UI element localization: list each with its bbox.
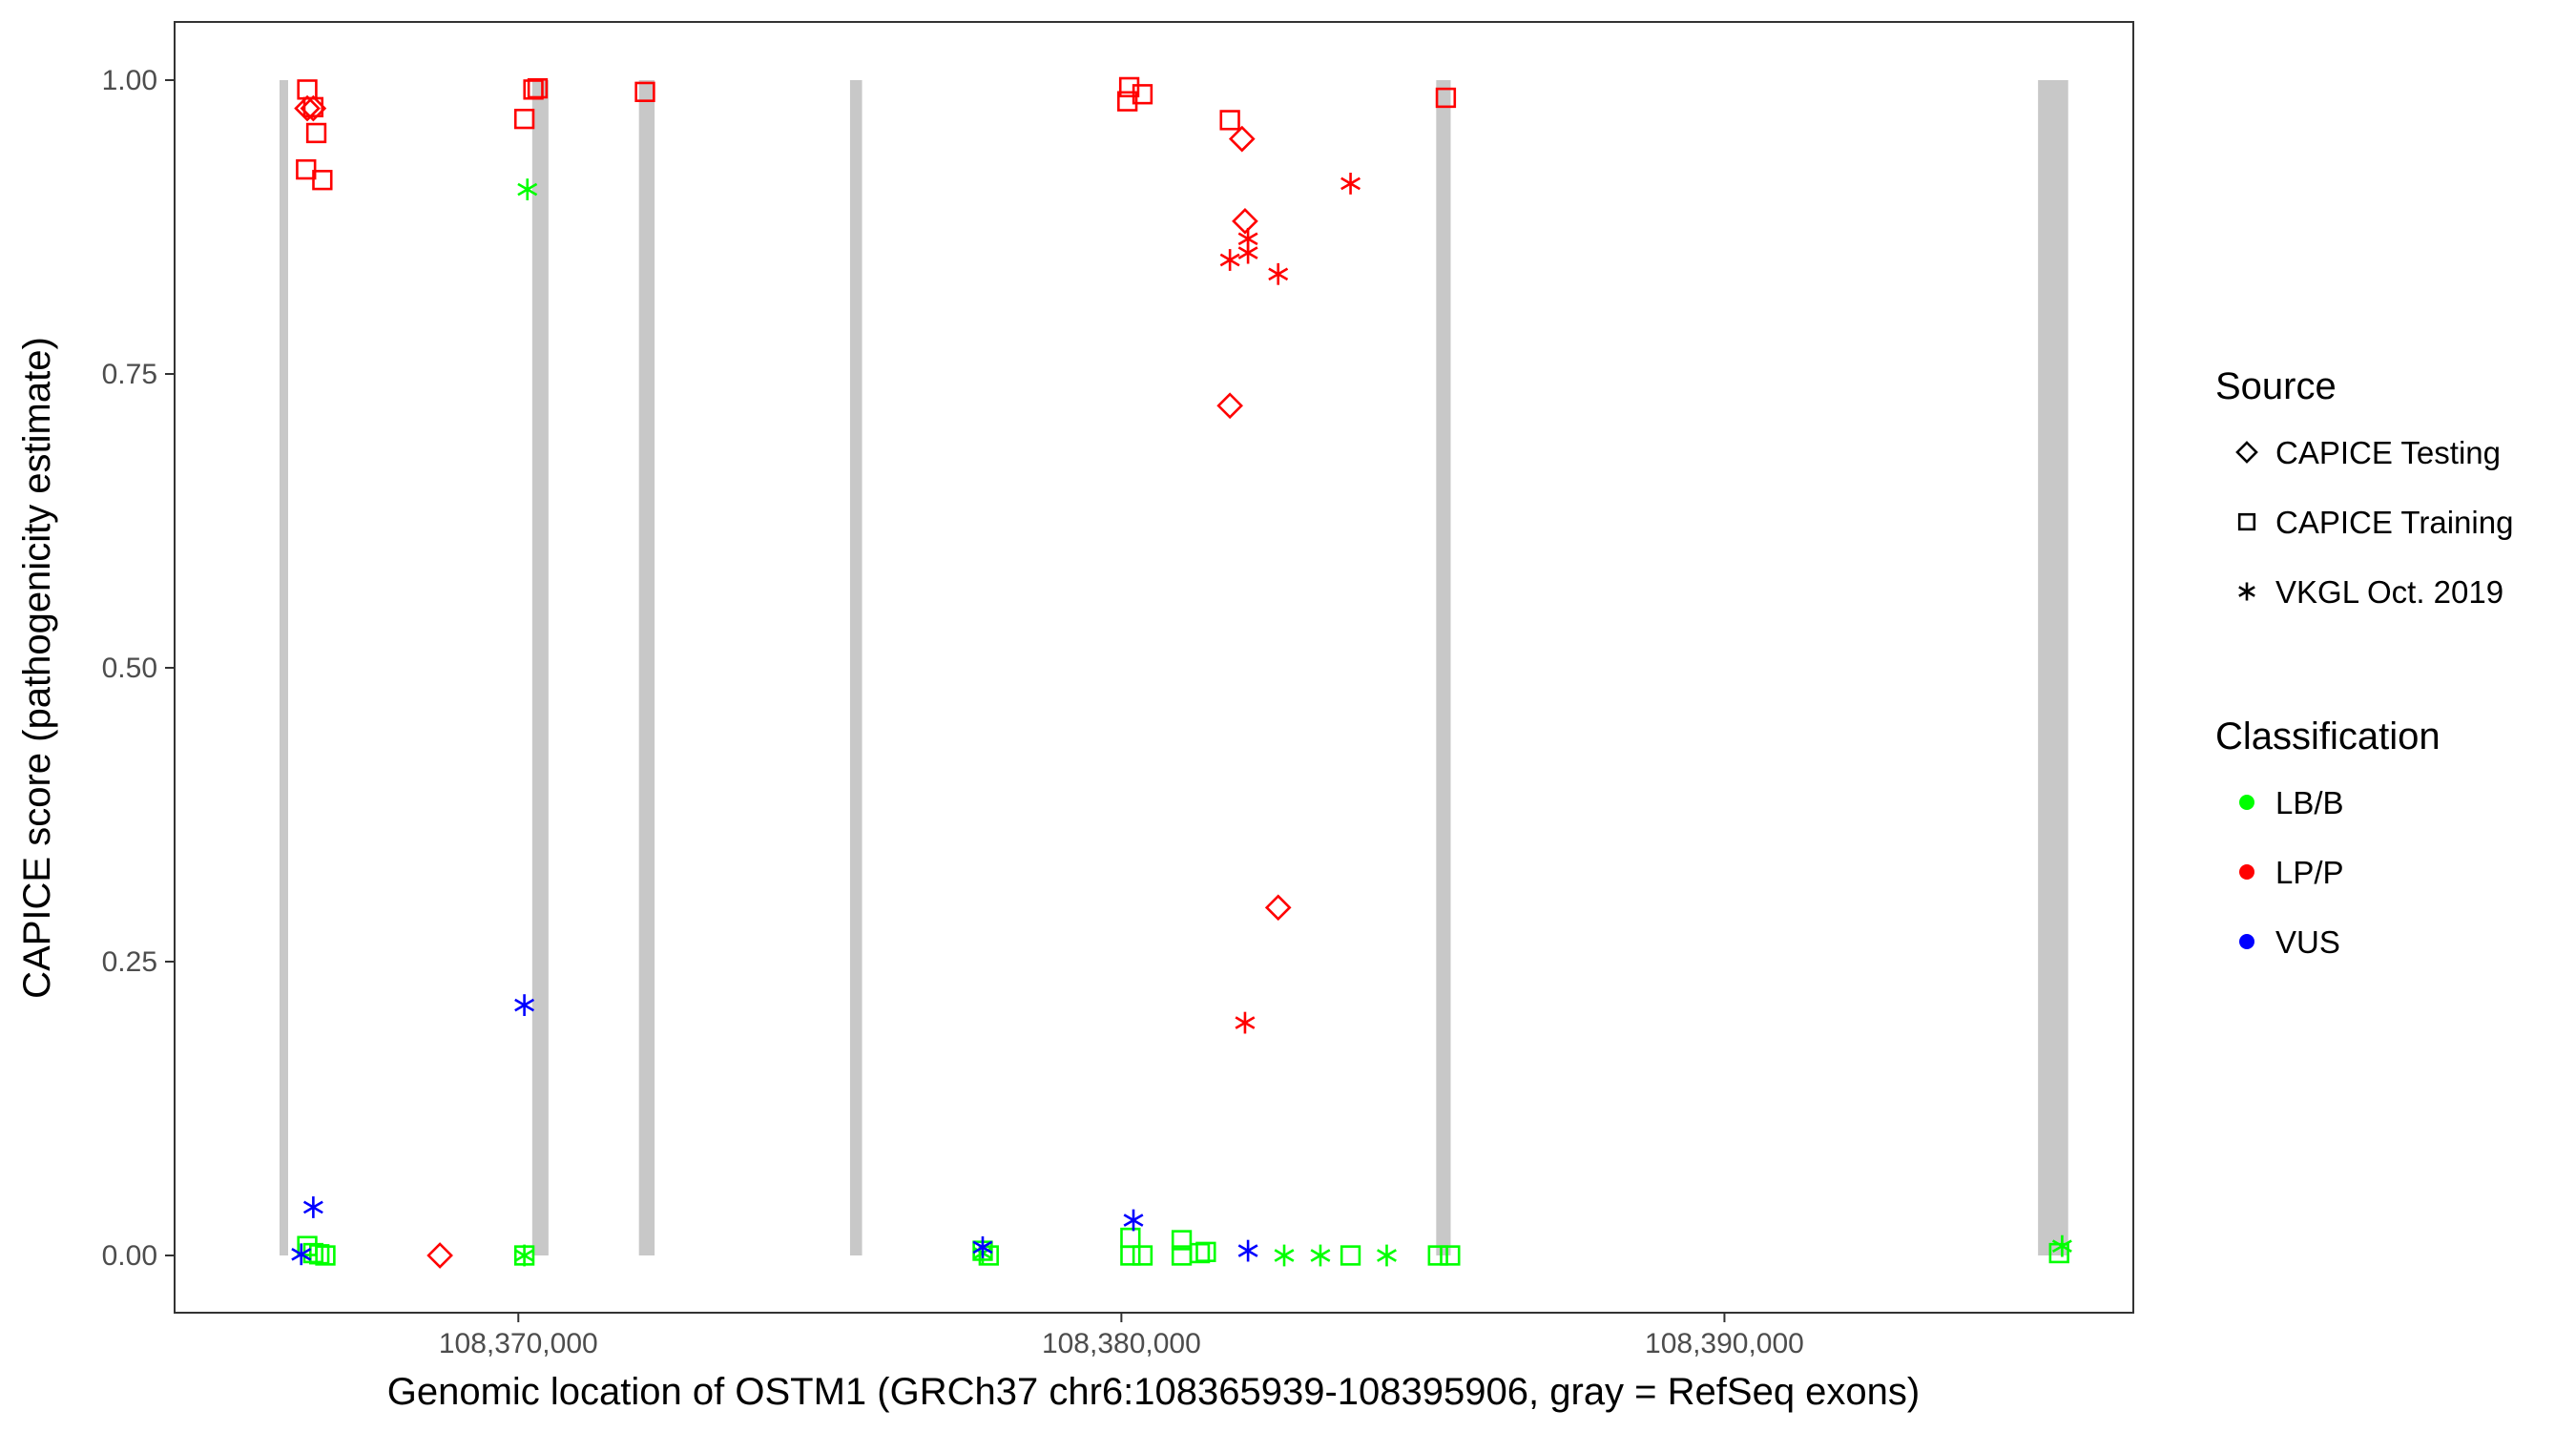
data-point-square-marker (1189, 1242, 1211, 1264)
x-axis-title: Genomic location of OSTM1 (GRCh37 chr6:1… (387, 1371, 1920, 1413)
legend-key-dot (2239, 795, 2254, 810)
data-point-asterisk-marker (302, 1196, 323, 1218)
data-point-square-marker (513, 108, 535, 130)
data-point-square-marker (305, 122, 327, 144)
data-point-diamond-marker (426, 1242, 453, 1269)
data-point-asterisk-marker (291, 1243, 312, 1266)
data-point-square-marker (527, 77, 549, 99)
exon-bar (1436, 80, 1451, 1255)
data-point-diamond-marker (1264, 894, 1292, 922)
data-point-asterisk-marker (1235, 1011, 1256, 1034)
data-point-square-marker (312, 170, 333, 191)
data-point-square-marker (1427, 1245, 1448, 1266)
data-point-square-marker (1219, 110, 1240, 131)
legend-label: LP/P (2275, 855, 2344, 890)
data-point-square-marker (296, 158, 317, 180)
legend-title: Classification (2215, 716, 2441, 757)
data-point-diamond-marker (1232, 208, 1258, 235)
legend-key-asterisk (2238, 582, 2255, 601)
data-point-asterisk-marker (1219, 249, 1240, 271)
data-point-square-marker (1132, 84, 1153, 105)
data-point-diamond-marker (1228, 125, 1256, 153)
data-point-asterisk-marker (1123, 1209, 1144, 1232)
legend-key-square (2237, 512, 2256, 531)
data-point-asterisk-marker (1268, 262, 1289, 285)
data-point-asterisk-marker (1274, 1244, 1295, 1267)
data-point-asterisk-marker (1377, 1244, 1397, 1267)
y-tick-label: 1.00 (102, 65, 157, 96)
legend-label: CAPICE Training (2275, 505, 2513, 540)
data-point-square-marker (1195, 1241, 1216, 1262)
legend-title: Source (2215, 365, 2337, 407)
data-point-square-marker (1117, 91, 1138, 112)
data-point-asterisk-marker (517, 178, 538, 200)
data-point-asterisk-marker (514, 1244, 535, 1267)
data-point-square-marker (634, 81, 655, 102)
x-axis: 108,370,000 108,380,000 108,390,000 (439, 1313, 1804, 1359)
x-tick-label: 108,390,000 (1645, 1328, 1804, 1359)
data-point-diamond-marker (294, 94, 321, 122)
exons-layer (279, 80, 2068, 1255)
y-axis: 0.00 0.25 0.50 0.75 1.00 (102, 65, 175, 1272)
exon-bar (531, 80, 549, 1255)
legend-label: CAPICE Testing (2275, 435, 2501, 470)
legend-label: VUS (2275, 924, 2340, 960)
y-tick-label: 0.25 (102, 946, 157, 978)
data-point-square-marker (1171, 1230, 1193, 1251)
x-tick-label: 108,370,000 (439, 1328, 598, 1359)
data-point-square-marker (1440, 1245, 1461, 1266)
legend-key-dot (2239, 934, 2254, 949)
exon-bar (849, 80, 862, 1255)
data-point-asterisk-marker (1340, 173, 1361, 195)
y-tick-label: 0.00 (102, 1240, 157, 1272)
data-point-square-marker (1120, 1227, 1141, 1249)
data-point-diamond-marker (300, 94, 327, 122)
data-point-square-marker (1120, 1245, 1141, 1266)
data-point-asterisk-marker (2051, 1234, 2072, 1257)
exon-bar (638, 80, 655, 1255)
data-point-square-marker (1132, 1245, 1153, 1266)
data-point-asterisk-marker (1310, 1244, 1331, 1267)
legend-key-dot (2239, 864, 2254, 880)
data-point-square-marker (315, 1245, 336, 1266)
data-point-asterisk-marker (1237, 1239, 1258, 1262)
data-point-square-marker (1435, 87, 1457, 109)
y-tick-label: 0.50 (102, 653, 157, 684)
legend: Source CAPICE Testing CAPICE Training VKGL … (2215, 365, 2513, 960)
exon-bar (2038, 80, 2068, 1255)
data-point-asterisk-marker (1237, 227, 1258, 250)
legend-label: VKGL Oct. 2019 (2275, 574, 2503, 610)
data-point-square-marker (1118, 76, 1140, 98)
data-point-asterisk-marker (972, 1235, 993, 1258)
data-point-square-marker (1340, 1245, 1361, 1266)
legend-key-diamond (2235, 441, 2258, 464)
legend-label: LB/B (2275, 785, 2344, 820)
y-tick-label: 0.75 (102, 359, 157, 390)
data-point-diamond-marker (1216, 392, 1243, 420)
exon-bar (279, 80, 288, 1255)
data-point-asterisk-marker (514, 994, 535, 1016)
points-layer (291, 76, 2072, 1269)
data-point-square-marker (302, 96, 324, 117)
plot-panel (174, 21, 2134, 1314)
y-axis-title: CAPICE score (pathogenicity estimate) (16, 337, 58, 999)
x-tick-label: 108,380,000 (1042, 1328, 1201, 1359)
